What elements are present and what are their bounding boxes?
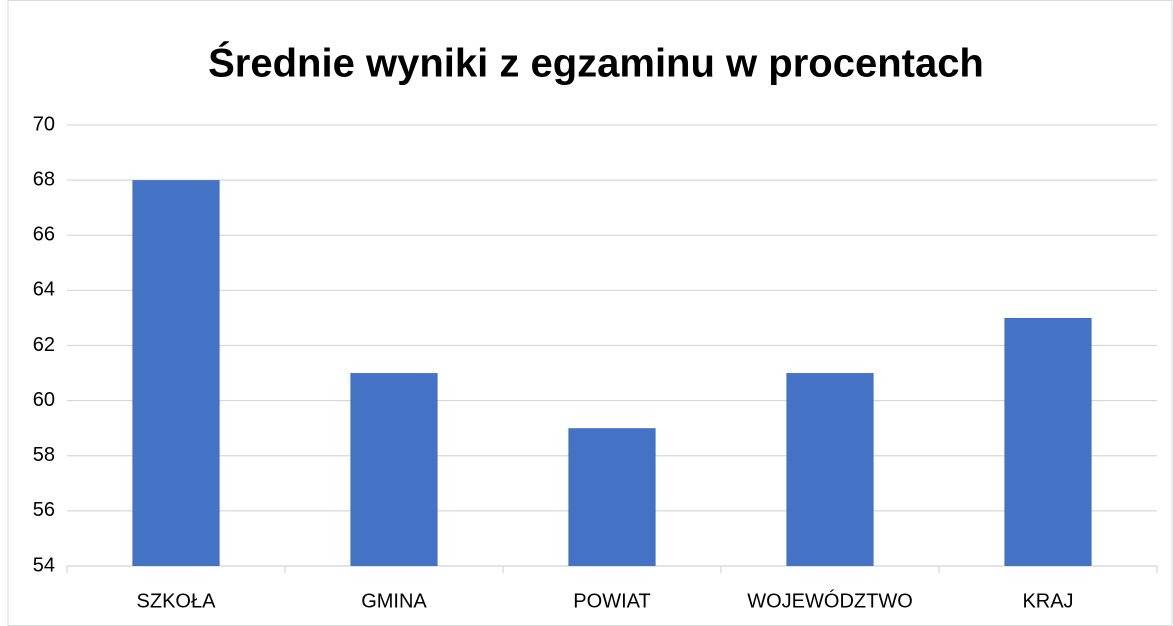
x-tick-label: POWIAT	[573, 590, 650, 612]
y-tick-label: 58	[33, 444, 55, 466]
bar	[132, 180, 220, 566]
x-tick-label: SZKOŁA	[137, 590, 217, 612]
x-tick-label: GMINA	[361, 590, 427, 612]
y-tick-label: 56	[33, 499, 55, 521]
y-tick-label: 62	[33, 334, 55, 356]
x-tick-label: KRAJ	[1022, 590, 1073, 612]
y-tick-label: 66	[33, 224, 55, 246]
chart-title: Średnie wyniki z egzaminu w procentach	[208, 40, 984, 86]
bar	[1004, 317, 1092, 566]
y-tick-label: 60	[33, 389, 55, 411]
x-tick-label: WOJEWÓDZTWO	[747, 589, 913, 612]
bar	[568, 428, 656, 566]
bar	[786, 373, 874, 566]
y-tick-label: 70	[33, 113, 55, 135]
y-tick-label: 68	[33, 168, 55, 190]
y-tick-label: 64	[33, 279, 55, 301]
y-tick-label: 54	[33, 554, 55, 576]
bar	[350, 373, 438, 566]
